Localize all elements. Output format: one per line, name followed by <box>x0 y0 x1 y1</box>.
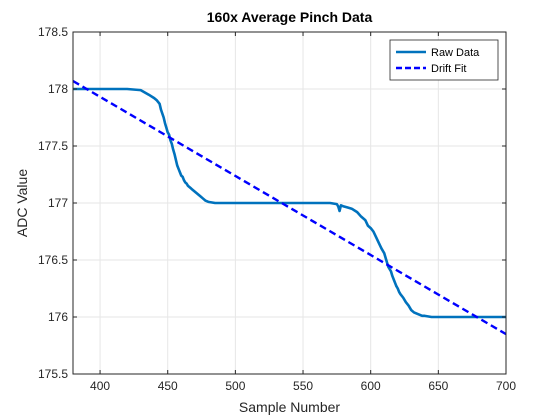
y-axis-label: ADC Value <box>14 169 30 237</box>
ticks: 400 450 500 550 600 650 700 175.5 176 176.5 177 177… <box>38 25 516 393</box>
legend-entry-label: Raw Data <box>431 47 480 59</box>
y-tick-label: 178.5 <box>38 25 68 39</box>
series-line-drift-fit <box>73 79 506 336</box>
legend: Raw Data Drift Fit <box>389 39 499 81</box>
x-tick-label: 650 <box>428 379 448 393</box>
x-tick-label: 500 <box>225 379 245 393</box>
x-tick-label: 600 <box>361 379 381 393</box>
chart-title: 160x Average Pinch Data <box>207 9 373 25</box>
y-tick-label: 176.5 <box>38 253 68 267</box>
x-tick-label: 700 <box>496 379 516 393</box>
x-axis-label: Sample Number <box>239 399 340 415</box>
y-tick-label: 178 <box>48 82 68 96</box>
series-layer <box>73 79 506 336</box>
x-tick-label: 450 <box>158 379 178 393</box>
x-tick-label: 550 <box>293 379 313 393</box>
legend-entry-label: Drift Fit <box>431 63 466 75</box>
y-tick-label: 177.5 <box>38 139 68 153</box>
series-line-raw-data <box>73 87 506 319</box>
y-tick-label: 176 <box>48 310 68 324</box>
legend-box <box>389 39 499 81</box>
y-tick-label: 177 <box>48 196 68 210</box>
x-tick-label: 400 <box>90 379 110 393</box>
y-tick-label: 175.5 <box>38 367 68 381</box>
